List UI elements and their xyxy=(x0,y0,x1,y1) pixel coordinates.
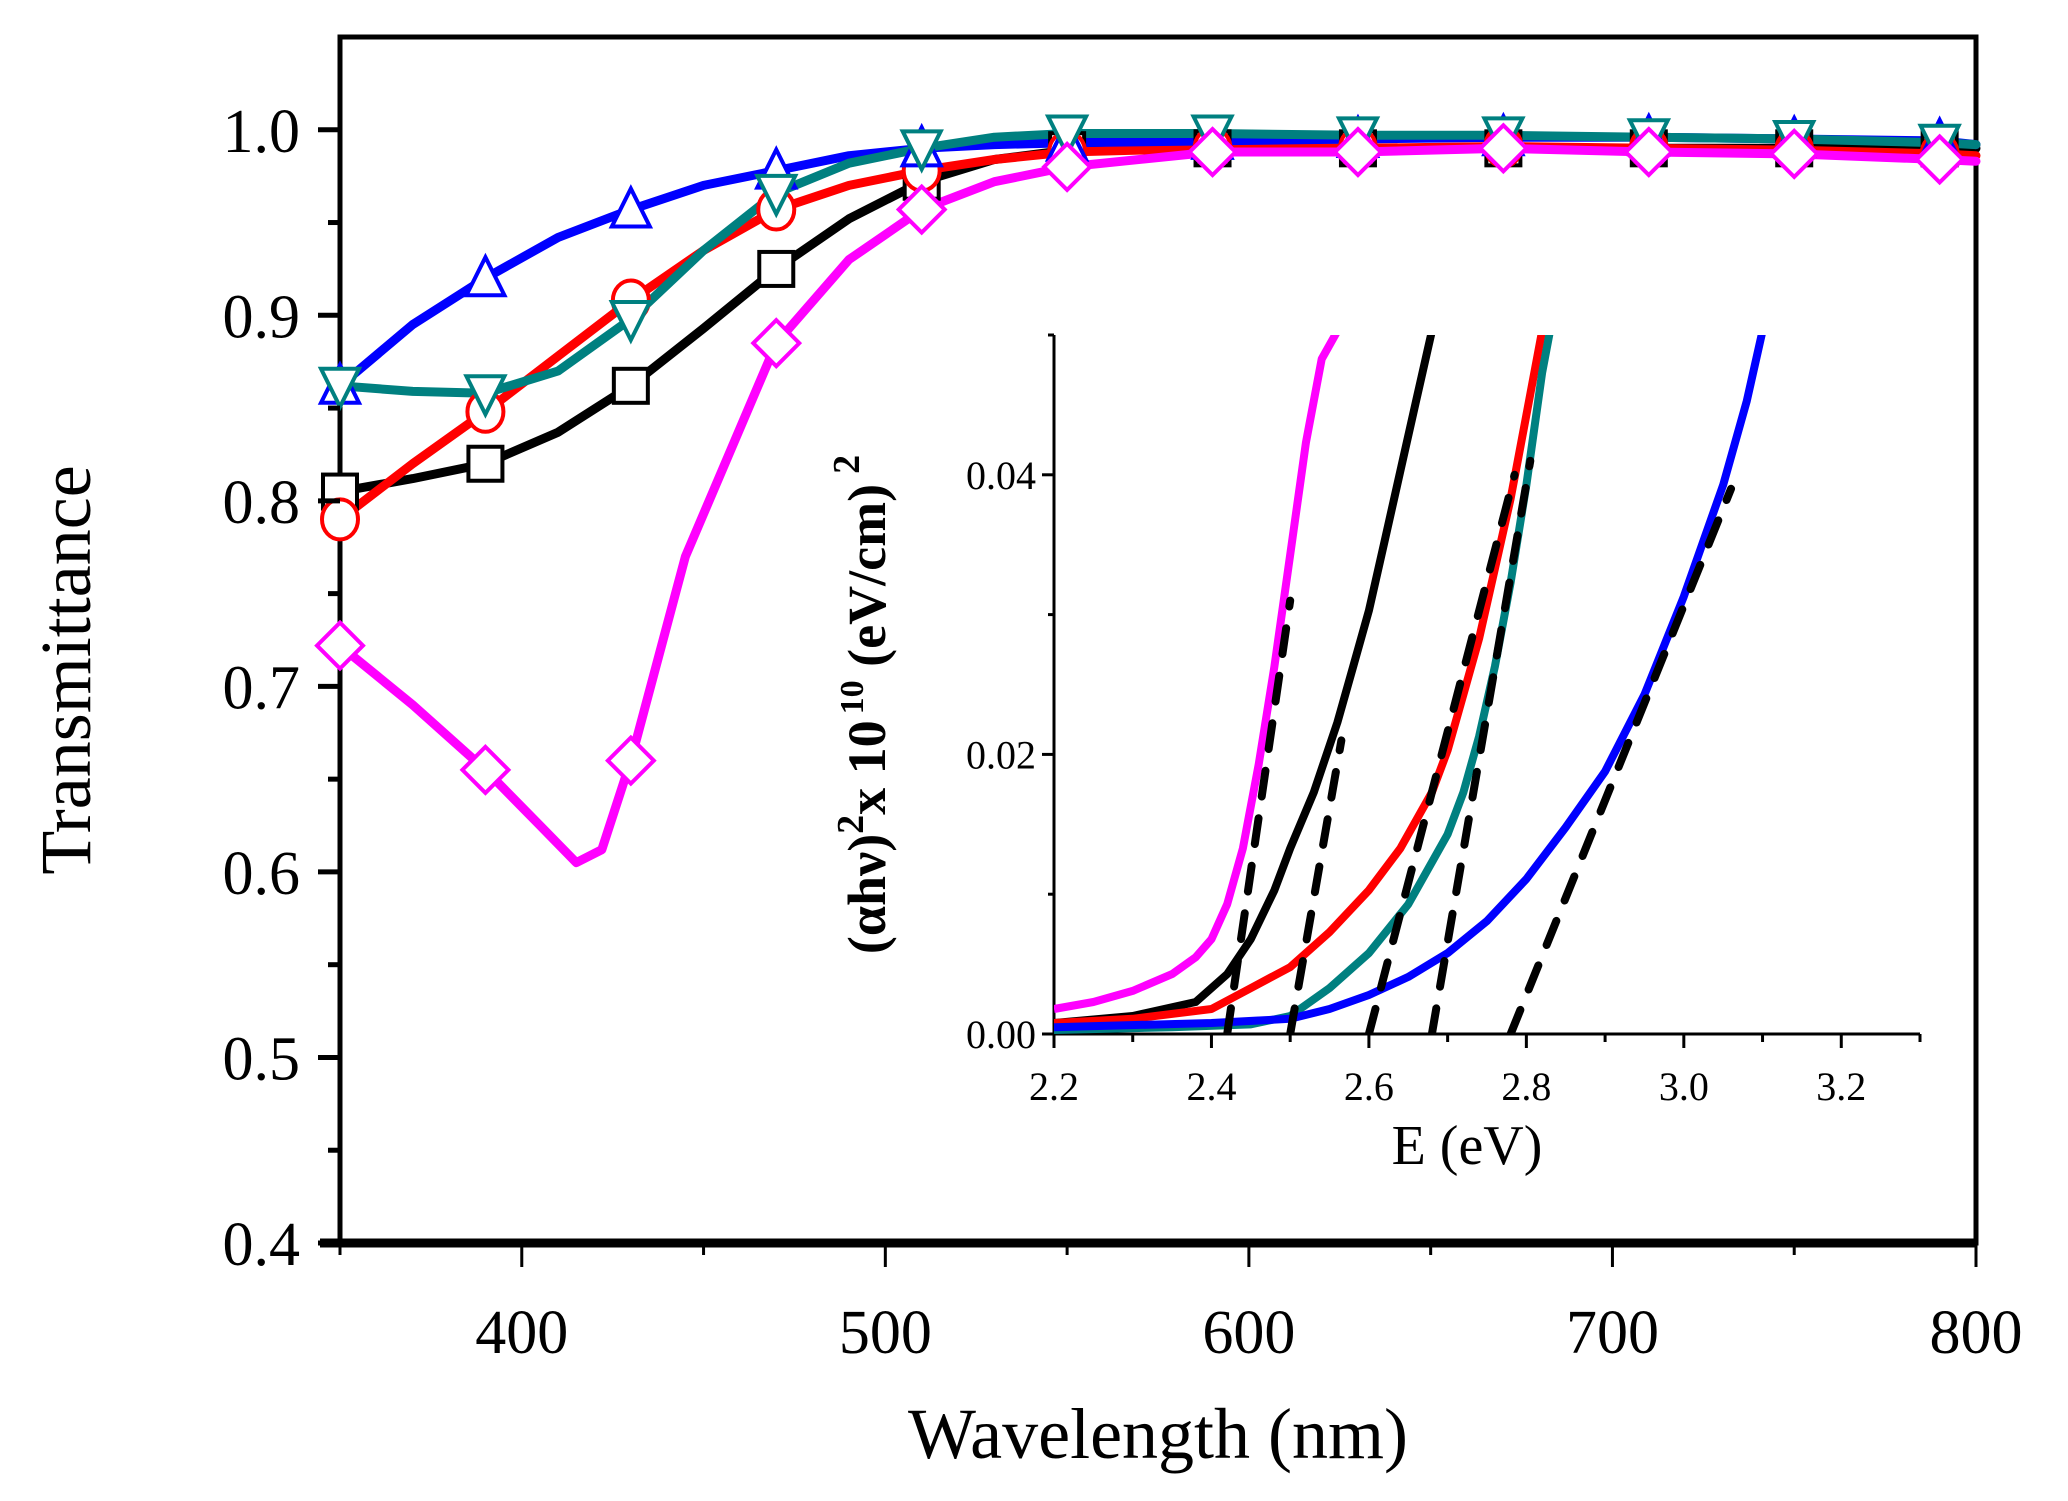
marker-triangle-down xyxy=(608,300,654,345)
marker-diamond xyxy=(314,619,366,672)
series-line-black-squares xyxy=(335,143,1981,497)
inset-ylabel-sup1: 2 xyxy=(830,815,872,834)
inset-series-line-magenta xyxy=(1054,335,1340,1013)
inset-series-line-red xyxy=(1054,335,1546,1027)
main-y-axis-ticks: 0.4 0.5 0.6 0.7 0.8 0.9 1.0 xyxy=(223,98,340,1279)
main-x-tick-label: 400 xyxy=(475,1299,568,1367)
main-x-tick-label: 800 xyxy=(1930,1299,2023,1367)
main-plot: 400 500 600 700 800 0.4 0.5 0.6 0.7 0.8 0.9 1.0 Wa… xyxy=(26,34,2023,1474)
main-y-tick-label: 1.0 xyxy=(223,98,301,166)
main-plot-frame xyxy=(337,34,1979,1246)
inset-axes xyxy=(1050,333,1920,1036)
main-y-tick-label: 0.7 xyxy=(223,654,301,722)
marker-triangle-up xyxy=(463,252,508,298)
marker-diamond xyxy=(1186,126,1239,178)
marker-triangle-down xyxy=(463,374,508,419)
inset-y-axis-title: (αhν)2x 1010 (eV/cm)2 xyxy=(826,455,897,954)
main-x-tick-label: 500 xyxy=(839,1299,932,1367)
marker-square xyxy=(757,249,796,288)
marker-diamond xyxy=(1477,122,1530,175)
main-y-tick-label: 0.5 xyxy=(223,1025,301,1093)
main-x-axis-title: Wavelength (nm) xyxy=(908,1394,1408,1474)
inset-curves xyxy=(1054,335,1766,1034)
main-markers xyxy=(314,111,1966,796)
marker-diamond xyxy=(1041,141,1093,193)
inset-y-tick-label: 0.00 xyxy=(966,1012,1036,1057)
marker-diamond xyxy=(1622,126,1675,178)
marker-diamond xyxy=(1332,126,1384,178)
inset-x-tick-label: 2.6 xyxy=(1344,1064,1394,1109)
main-y-tick-label: 0.6 xyxy=(223,840,301,908)
inset-fit-line-blue-fit xyxy=(1506,484,1736,1034)
inset-ylabel-mid: x 10 xyxy=(837,720,897,815)
marker-diamond xyxy=(895,183,948,236)
inset-x-tick-label: 2.4 xyxy=(1186,1064,1236,1109)
main-y-tick-label: 0.8 xyxy=(223,469,301,537)
inset-x-axis-title: E (eV) xyxy=(1392,1115,1543,1177)
main-x-axis-ticks: 400 500 600 700 800 xyxy=(338,1243,2023,1367)
inset-series-line-blue xyxy=(1054,335,1766,1032)
marker-triangle-down xyxy=(317,366,363,412)
inset-x-axis-ticks: 2.2 2.4 2.6 2.8 3.0 3.2 xyxy=(1029,1034,1922,1109)
marker-diamond xyxy=(459,744,512,796)
inset-fit-lines xyxy=(1223,456,1736,1034)
inset-x-tick-label: 3.0 xyxy=(1659,1064,1709,1109)
main-y-axis-title: Transmittance xyxy=(26,465,106,874)
marker-square xyxy=(466,444,505,483)
marker-circle xyxy=(320,497,360,542)
inset-x-tick-label: 3.2 xyxy=(1816,1064,1866,1109)
inset-y-tick-label: 0.04 xyxy=(966,453,1036,498)
inset-fit-line-teal-fit xyxy=(1427,456,1535,1034)
marker-diamond xyxy=(1913,133,1966,186)
marker-diamond xyxy=(1768,128,1821,180)
inset-ylabel-sup2: 10 xyxy=(834,680,871,714)
marker-diamond xyxy=(605,734,657,787)
inset-x-tick-label: 2.8 xyxy=(1501,1064,1551,1109)
inset-series-line-black xyxy=(1054,335,1436,1027)
inset-y-tick-label: 0.02 xyxy=(966,732,1036,777)
inset-fit-line-red-fit xyxy=(1364,470,1519,1034)
marker-triangle-down xyxy=(754,173,799,219)
main-x-tick-label: 700 xyxy=(1566,1299,1659,1367)
inset-y-axis-ticks: 0.00 0.02 0.04 xyxy=(966,333,1054,1057)
series-line-teal-triangles-down xyxy=(335,129,1981,398)
marker-triangle-down xyxy=(1044,114,1090,159)
inset-ylabel-sup3: 2 xyxy=(826,455,868,474)
marker-triangle-up xyxy=(608,184,654,229)
main-y-tick-label: 0.9 xyxy=(223,283,301,351)
inset-ylabel-prefix: (αhν) xyxy=(837,834,897,954)
inset-plot: 2.2 2.4 2.6 2.8 3.0 3.2 0.00 0.02 0.04 E (eV) (… xyxy=(826,333,1922,1177)
inset-x-tick-label: 2.2 xyxy=(1029,1064,1079,1109)
main-y-tick-label: 0.4 xyxy=(223,1211,301,1279)
inset-ylabel-unit: (eV/cm) xyxy=(837,484,897,680)
inset-fit-line-magenta-fit xyxy=(1223,596,1295,1034)
main-x-tick-label: 600 xyxy=(1202,1299,1295,1367)
marker-triangle-down xyxy=(899,129,944,174)
inset-fit-line-black-fit xyxy=(1286,736,1346,1034)
marker-diamond xyxy=(750,317,803,369)
series-line-magenta-diamonds xyxy=(335,143,1981,868)
marker-square xyxy=(611,366,650,405)
